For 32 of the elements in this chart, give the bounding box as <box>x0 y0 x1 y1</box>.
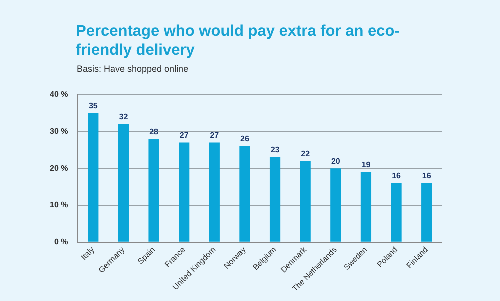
bar <box>391 183 402 242</box>
y-tick-label: 10 % <box>50 200 68 210</box>
bar <box>209 142 220 242</box>
data-label: 26 <box>240 134 250 144</box>
data-label: 20 <box>331 156 341 166</box>
chart-title: Percentage who would pay extra for an eco-friendly delivery <box>76 22 401 60</box>
bar <box>360 172 372 242</box>
chart-subtitle: Basis: Have shopped online <box>77 64 189 74</box>
bar <box>88 113 99 242</box>
bar <box>330 168 342 242</box>
x-tick-label: Italy <box>80 245 96 262</box>
y-tick-label: 0 % <box>54 238 68 247</box>
data-label: 28 <box>150 127 160 136</box>
bar <box>422 183 432 242</box>
bar <box>270 158 281 242</box>
data-label: 27 <box>180 130 190 140</box>
data-label: 16 <box>422 172 432 181</box>
data-label: 23 <box>270 146 280 155</box>
bar <box>179 142 190 242</box>
data-label: 22 <box>301 149 311 158</box>
data-label: 16 <box>392 172 402 181</box>
data-label: 19 <box>362 160 372 170</box>
bar <box>148 139 160 242</box>
y-tick-label: 20 % <box>50 164 68 173</box>
data-label: 35 <box>88 101 98 110</box>
bar <box>300 161 311 242</box>
data-label: 27 <box>210 130 220 140</box>
bar <box>118 124 130 242</box>
data-label: 32 <box>119 112 129 122</box>
y-tick-label: 30 % <box>50 126 68 136</box>
y-tick-label: 40 % <box>50 90 68 100</box>
bar <box>240 146 250 242</box>
